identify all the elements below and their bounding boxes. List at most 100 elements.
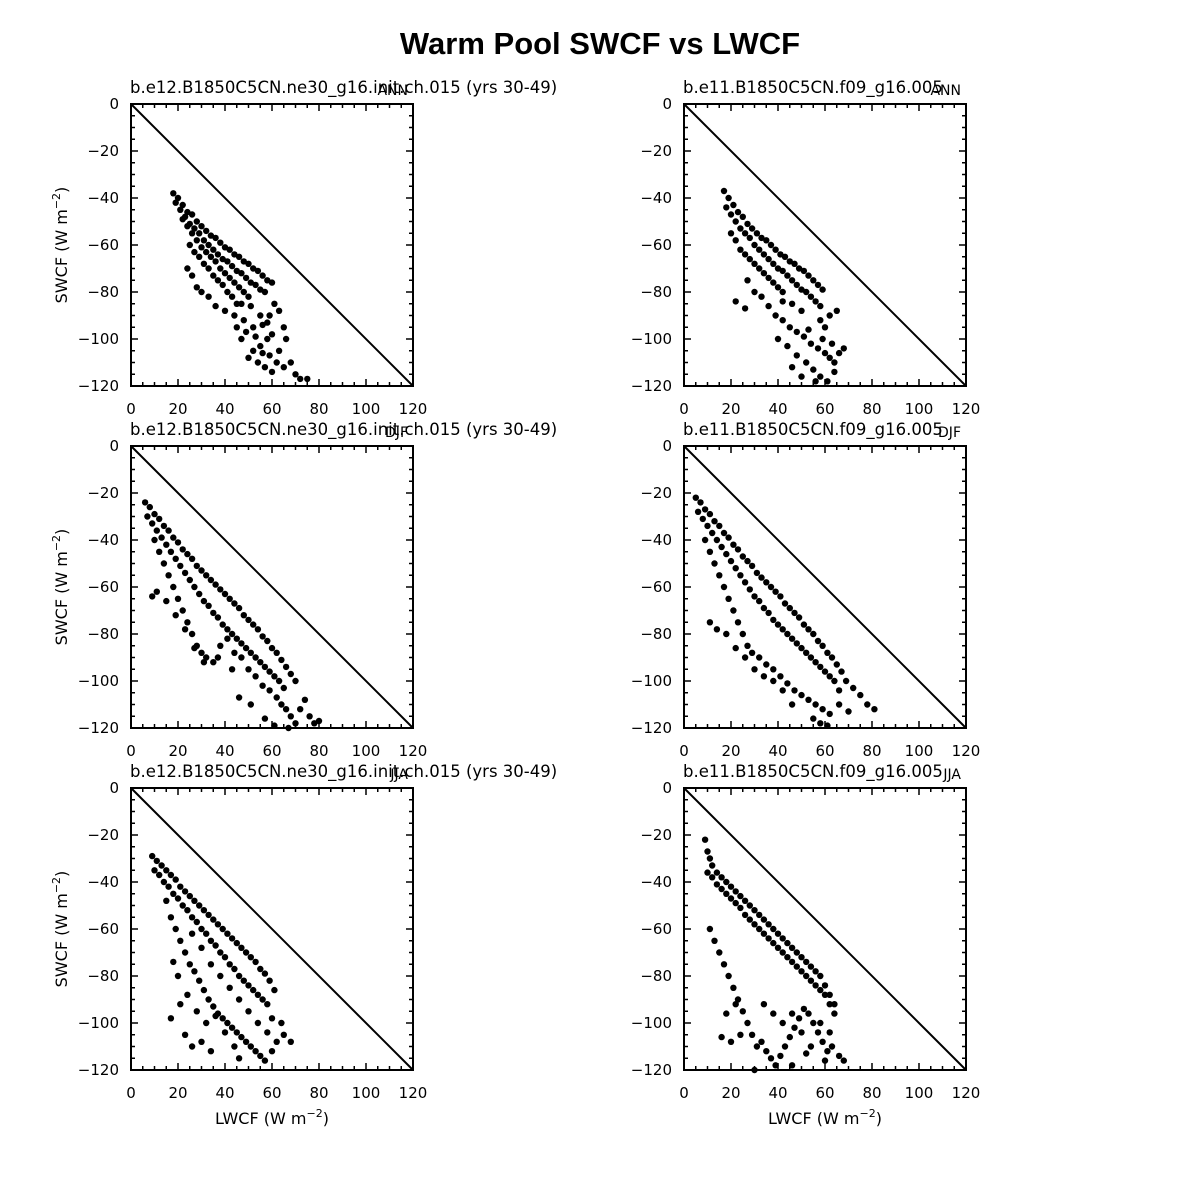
data-point [240, 612, 247, 619]
axes: 0 20 40 60 80 100 120 0 −20 −40 −60 −80 −100 −120 [78, 95, 428, 418]
data-point [170, 190, 177, 197]
data-point [774, 265, 782, 272]
data-point [810, 277, 817, 284]
data-point [795, 1015, 803, 1022]
y-tick-label: −20 [640, 142, 672, 160]
data-point [280, 324, 287, 331]
data-point [774, 335, 782, 343]
data-point [271, 300, 278, 307]
data-point [214, 277, 222, 284]
data-point [181, 1031, 189, 1039]
data-point [226, 595, 233, 602]
data-point [723, 550, 730, 558]
data-point [727, 230, 735, 237]
data-point [788, 701, 796, 708]
data-point [723, 878, 730, 886]
data-point [842, 677, 850, 685]
data-point [727, 895, 735, 902]
data-point [718, 1033, 725, 1041]
data-point [163, 897, 170, 904]
data-point [833, 307, 840, 314]
data-point [210, 246, 217, 253]
data-point [264, 637, 271, 645]
data-point [779, 317, 786, 324]
data-point [711, 518, 718, 525]
data-point [817, 986, 824, 994]
data-point [212, 258, 219, 265]
data-point [817, 1019, 824, 1027]
data-point [264, 319, 271, 326]
data-point [273, 1038, 280, 1046]
y-tick-label: −20 [640, 826, 672, 844]
data-point [767, 241, 775, 249]
x-tick-label: 60 [262, 742, 281, 760]
data-point [245, 982, 252, 989]
y-tick-label: −80 [640, 625, 672, 643]
data-point [821, 324, 829, 331]
data-point [259, 682, 266, 689]
data-point [730, 541, 737, 548]
data-point [692, 494, 699, 501]
data-point [198, 288, 205, 296]
data-point [784, 630, 791, 638]
data-point [786, 324, 793, 331]
data-point [751, 921, 758, 928]
data-point [767, 1055, 775, 1062]
data-point [160, 878, 168, 886]
data-point [770, 279, 777, 286]
data-point [226, 961, 233, 968]
data-point [774, 930, 782, 937]
data-point [156, 515, 163, 523]
data-point [821, 982, 829, 989]
data-point [252, 654, 259, 661]
data-point [167, 871, 175, 879]
data-point [793, 949, 800, 956]
data-point [791, 260, 798, 267]
data-point [235, 604, 243, 612]
data-point [254, 991, 262, 998]
data-point [156, 871, 163, 879]
data-point [156, 548, 163, 555]
data-point [203, 1019, 210, 1027]
data-point [181, 626, 189, 633]
x-tick-label: 80 [862, 400, 881, 418]
data-point [275, 307, 283, 314]
data-point [756, 911, 763, 919]
data-point [238, 335, 245, 343]
data-point [807, 963, 815, 970]
data-point [826, 1029, 833, 1036]
y-tick-label: −40 [640, 189, 672, 207]
data-point [268, 1048, 276, 1055]
y-tick-label: −60 [640, 578, 672, 596]
data-point [158, 534, 165, 541]
data-point [191, 248, 198, 256]
data-point [287, 670, 294, 678]
data-point [798, 307, 805, 314]
data-point [198, 925, 205, 933]
data-point [247, 954, 254, 961]
data-point [713, 626, 721, 633]
data-point [186, 892, 193, 900]
data-point [231, 251, 238, 258]
data-point [153, 588, 160, 595]
data-point [268, 368, 276, 376]
data-point [803, 958, 810, 966]
y-tick-label: −60 [640, 236, 672, 254]
data-point [151, 510, 158, 518]
y-tick-label: −40 [640, 531, 672, 549]
data-point [706, 925, 714, 933]
data-point [694, 508, 702, 515]
season-label: JJA [389, 767, 408, 783]
data-point [188, 914, 196, 921]
data-point [179, 201, 186, 209]
data-point [807, 293, 815, 300]
data-point [805, 696, 812, 703]
data-point [188, 555, 196, 562]
data-point [273, 649, 280, 656]
data-point [174, 972, 182, 980]
data-point [821, 668, 829, 675]
data-point [730, 201, 737, 209]
data-point [814, 637, 822, 645]
data-point [835, 687, 843, 694]
data-point [235, 996, 243, 1003]
